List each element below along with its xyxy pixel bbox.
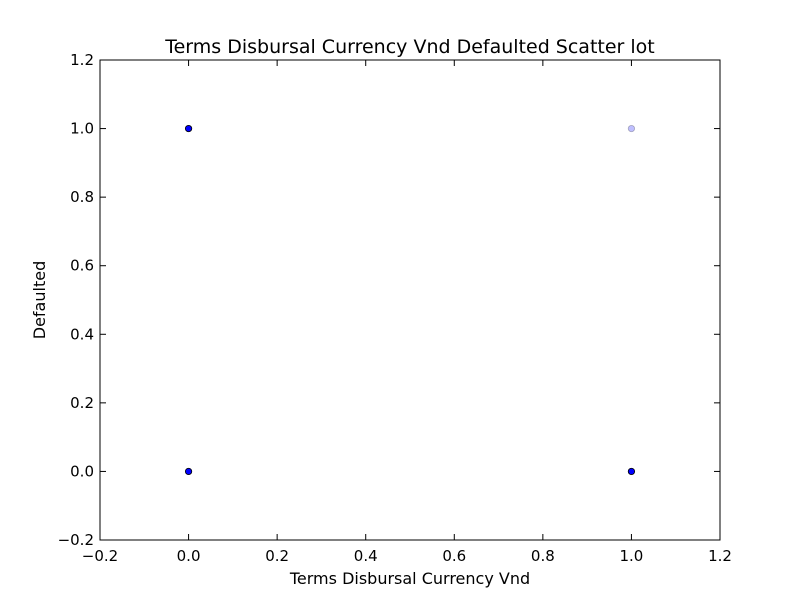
y-tick-label: 1.2 (70, 51, 94, 69)
y-tick-label: 0.2 (70, 394, 94, 412)
y-tick-label: 0.4 (70, 325, 94, 343)
y-tick-label: −0.2 (58, 531, 94, 549)
x-tick-label: 0.2 (265, 547, 289, 565)
chart-title: Terms Disbursal Currency Vnd Defaulted S… (164, 36, 655, 58)
scatter-point (184, 124, 193, 133)
y-tick-label: 1.0 (70, 120, 94, 138)
scatter-point (627, 124, 636, 133)
x-tick-label: 0.0 (177, 547, 201, 565)
x-tick-label: 1.0 (619, 547, 643, 565)
data-points (184, 124, 636, 476)
x-axis-ticks: −0.2 0.0 0.2 0.4 0.6 0.8 1.0 1.2 (82, 60, 732, 565)
y-tick-label: 0.6 (70, 257, 94, 275)
y-tick-label: 0.0 (70, 462, 94, 480)
plot-frame (99, 59, 721, 541)
scatter-point (627, 467, 636, 476)
x-axis-label: Terms Disbursal Currency Vnd (289, 569, 530, 588)
y-axis-ticks: −0.2 0.0 0.2 0.4 0.6 0.8 1.0 1.2 (58, 51, 720, 549)
x-tick-label: 0.6 (442, 547, 466, 565)
x-tick-label: 0.8 (531, 547, 555, 565)
x-tick-label: 1.2 (708, 547, 732, 565)
x-tick-label: −0.2 (82, 547, 118, 565)
y-axis-label: Defaulted (30, 261, 49, 339)
y-tick-label: 0.8 (70, 188, 94, 206)
scatter-point (184, 467, 193, 476)
x-tick-label: 0.4 (354, 547, 378, 565)
